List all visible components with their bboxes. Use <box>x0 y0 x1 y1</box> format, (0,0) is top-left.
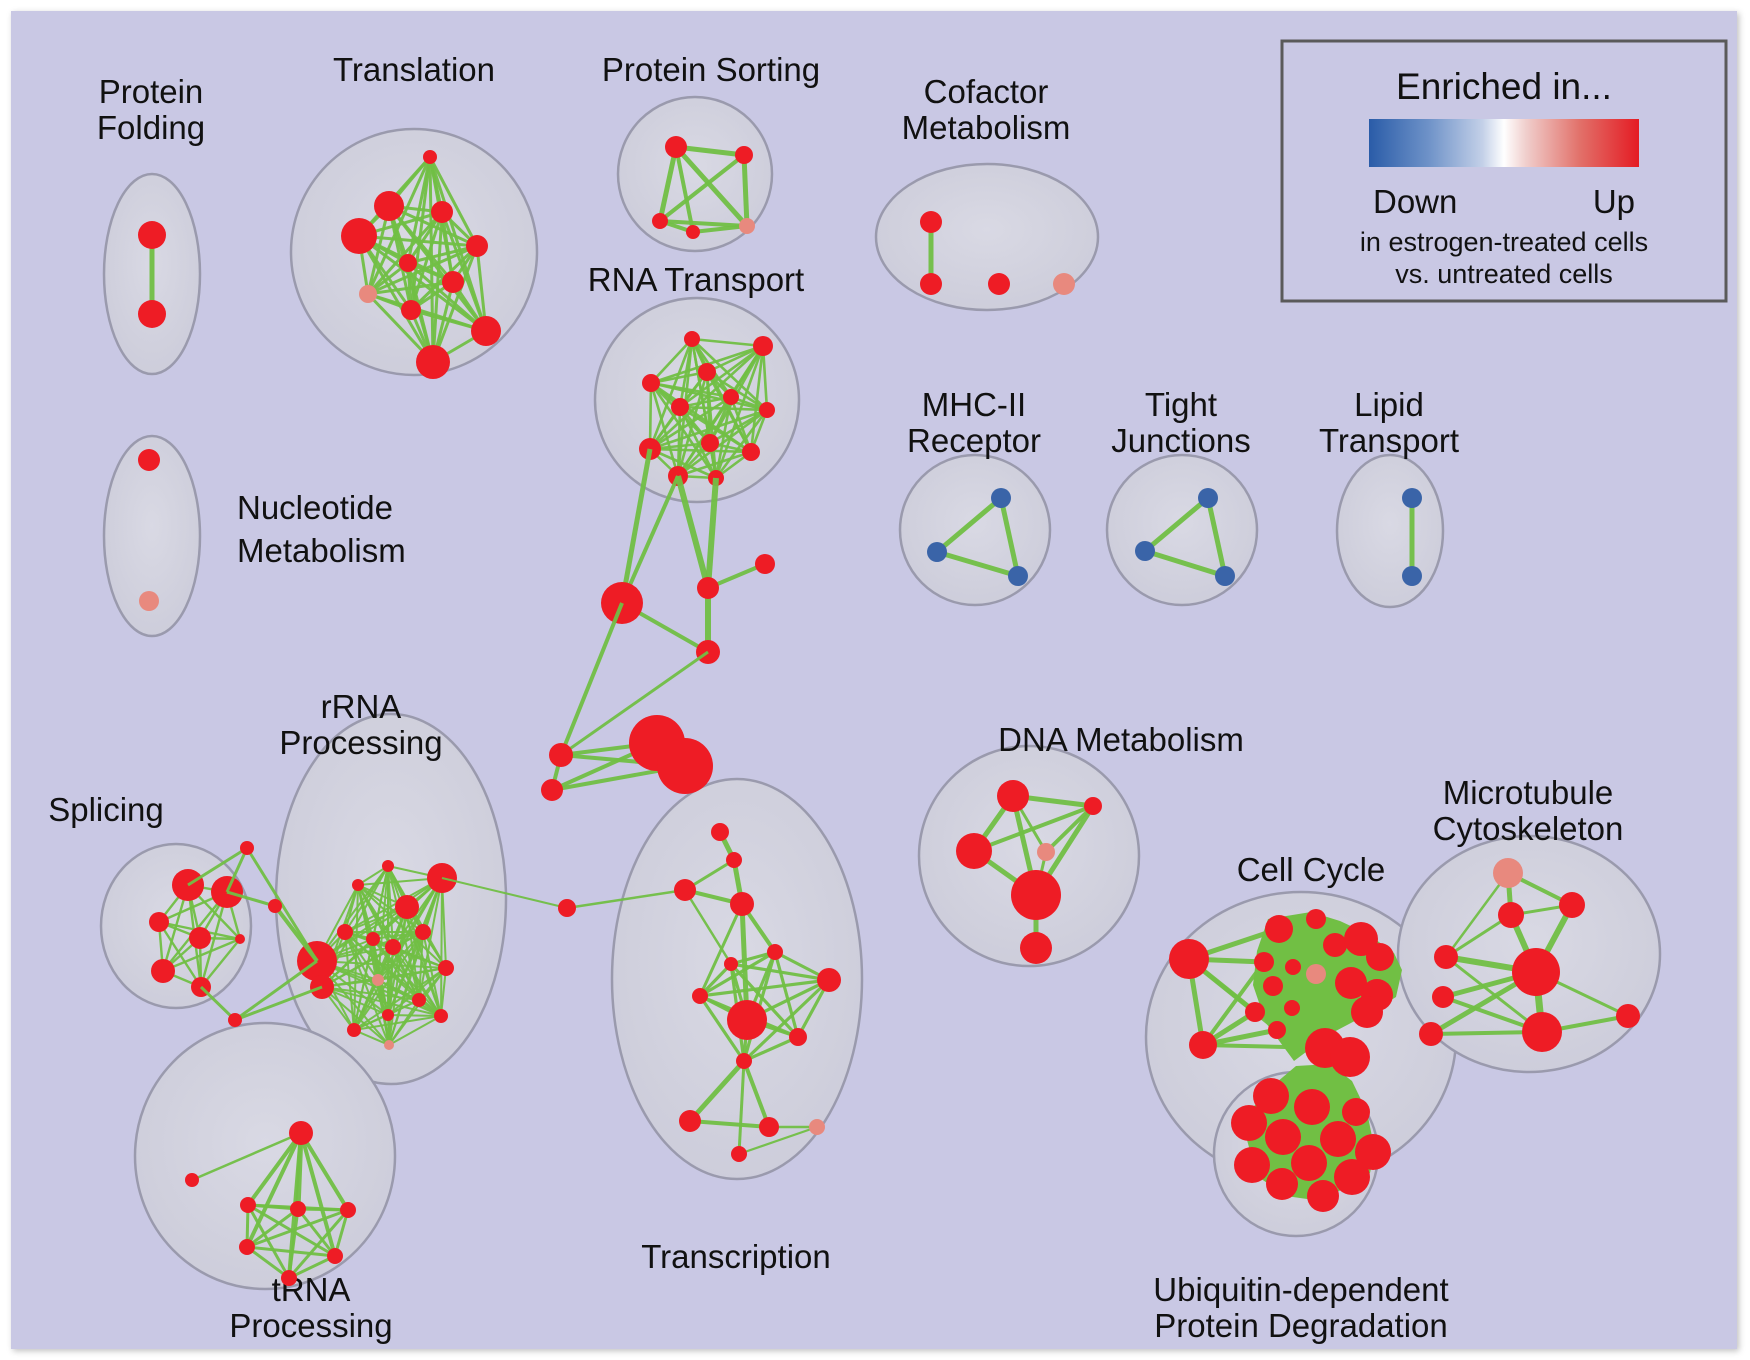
svg-text:Metabolism: Metabolism <box>902 109 1071 146</box>
svg-text:rRNA: rRNA <box>321 688 402 725</box>
svg-text:Enriched in...: Enriched in... <box>1396 66 1612 107</box>
svg-text:Cytoskeleton: Cytoskeleton <box>1433 810 1624 847</box>
svg-text:Processing: Processing <box>279 724 442 761</box>
svg-text:in estrogen-treated cells: in estrogen-treated cells <box>1360 227 1648 257</box>
svg-text:Translation: Translation <box>333 51 495 88</box>
svg-text:Cell Cycle: Cell Cycle <box>1237 851 1386 888</box>
svg-text:Junctions: Junctions <box>1111 422 1250 459</box>
svg-text:Protein: Protein <box>99 73 204 110</box>
svg-text:Processing: Processing <box>229 1307 392 1344</box>
svg-text:Down: Down <box>1373 183 1457 220</box>
svg-text:Microtubule: Microtubule <box>1443 774 1614 811</box>
svg-text:Receptor: Receptor <box>907 422 1041 459</box>
svg-text:MHC-II: MHC-II <box>922 386 1026 423</box>
svg-text:Ubiquitin-dependent: Ubiquitin-dependent <box>1153 1271 1448 1308</box>
svg-text:DNA Metabolism: DNA Metabolism <box>998 721 1244 758</box>
svg-text:Splicing: Splicing <box>48 791 164 828</box>
svg-text:Tight: Tight <box>1145 386 1217 423</box>
svg-text:Cofactor: Cofactor <box>924 73 1049 110</box>
svg-text:Protein Sorting: Protein Sorting <box>602 51 820 88</box>
svg-text:Transcription: Transcription <box>641 1238 831 1275</box>
svg-text:RNA Transport: RNA Transport <box>588 261 804 298</box>
svg-text:Folding: Folding <box>97 109 205 146</box>
svg-text:Lipid: Lipid <box>1354 386 1424 423</box>
svg-text:Metabolism: Metabolism <box>237 532 406 569</box>
svg-text:Up: Up <box>1593 183 1635 220</box>
svg-text:vs. untreated cells: vs. untreated cells <box>1395 259 1613 289</box>
svg-text:Transport: Transport <box>1319 422 1459 459</box>
svg-text:Nucleotide: Nucleotide <box>237 489 393 526</box>
svg-text:Protein Degradation: Protein Degradation <box>1154 1307 1448 1344</box>
